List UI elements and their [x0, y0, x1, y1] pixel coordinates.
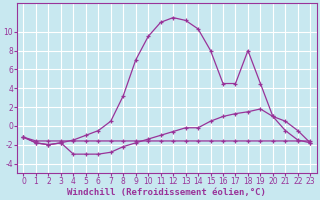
X-axis label: Windchill (Refroidissement éolien,°C): Windchill (Refroidissement éolien,°C)	[68, 188, 266, 197]
